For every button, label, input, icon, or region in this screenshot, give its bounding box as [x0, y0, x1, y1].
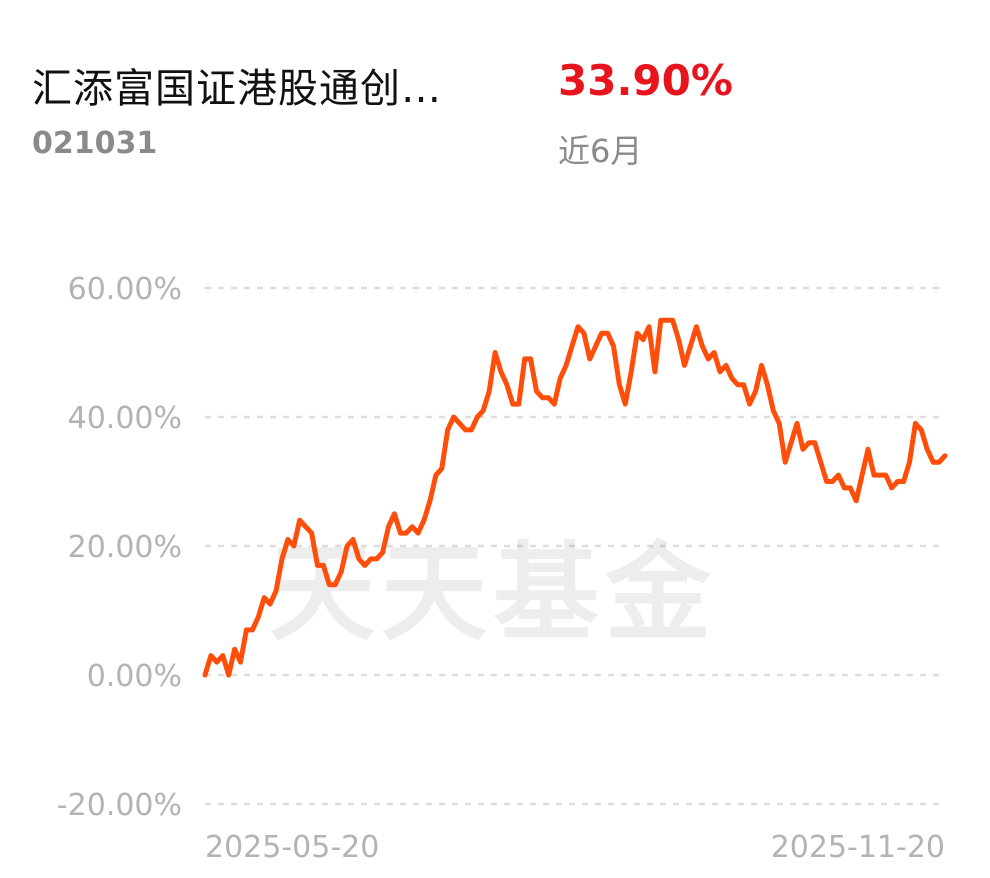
x-axis-end-label: 2025-11-20: [771, 830, 945, 865]
y-axis-tick-label: 40.00%: [68, 401, 182, 436]
series-line: [202, 317, 948, 678]
grid-lines: [205, 286, 945, 806]
y-axis-tick-label: 0.00%: [87, 659, 182, 694]
watermark: 天天基金: [269, 532, 717, 655]
series-layer: [202, 317, 948, 678]
y-axis-tick-label: 60.00%: [68, 272, 182, 307]
fund-code: 021031: [32, 126, 158, 161]
return-period: 近6月: [558, 132, 643, 170]
return-value: 33.90%: [558, 56, 733, 105]
y-axis-tick-label: -20.00%: [57, 788, 182, 823]
y-axis-tick-label: 20.00%: [68, 530, 182, 565]
fund-name: 汇添富国证港股通创…: [32, 66, 442, 112]
x-axis-start-label: 2025-05-20: [205, 830, 379, 865]
y-axis-tick-labels: -20.00% 0.00% 20.00% 40.00% 60.00%: [57, 272, 182, 823]
